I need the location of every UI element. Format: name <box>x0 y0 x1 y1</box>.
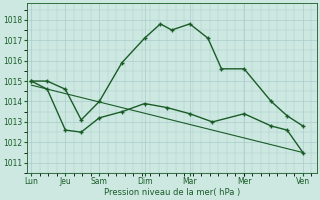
X-axis label: Pression niveau de la mer( hPa ): Pression niveau de la mer( hPa ) <box>104 188 240 197</box>
